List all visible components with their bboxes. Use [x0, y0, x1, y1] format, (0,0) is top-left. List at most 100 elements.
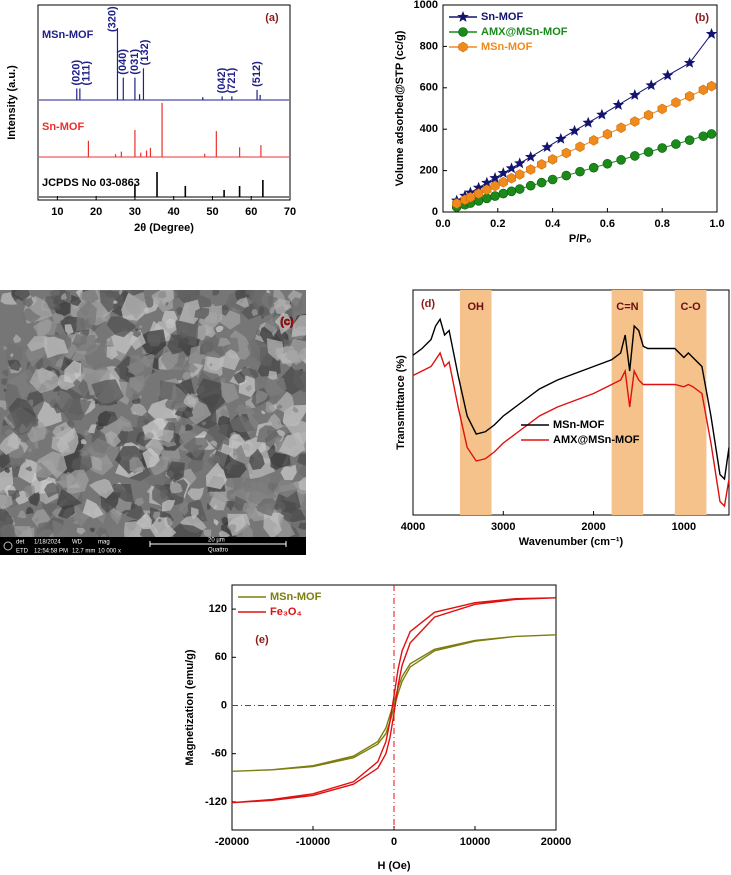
- sem-grain: [219, 304, 230, 316]
- sem-grain: [283, 304, 292, 311]
- sem-grain: [167, 334, 190, 355]
- x-tick-label: 0.2: [490, 218, 505, 230]
- sem-info-text: mag: [98, 540, 110, 546]
- legend-label: AMX@MSn-MOF: [553, 434, 640, 446]
- sem-info-text: 12.7 mm: [72, 549, 95, 555]
- sem-grain: [247, 290, 274, 318]
- sem-grain: [13, 334, 21, 343]
- sem-grain: [182, 372, 192, 380]
- sem-grain: [260, 326, 275, 343]
- sem-grain: [223, 454, 247, 479]
- y-tick-label: -60: [211, 748, 227, 760]
- sem-grain: [179, 331, 187, 339]
- sem-grain: [0, 292, 18, 305]
- sem-grain: [64, 324, 74, 335]
- star-marker: [596, 108, 608, 120]
- sem-grain: [178, 299, 202, 325]
- sem-grain: [57, 374, 75, 391]
- sem-grain: [130, 401, 148, 417]
- star-marker: [683, 56, 696, 68]
- sem-grain: [274, 501, 287, 513]
- band-label: C-O: [681, 301, 702, 313]
- sem-grain: [111, 525, 126, 537]
- sem-info-text: ETD: [16, 549, 29, 555]
- sem-grain: [31, 421, 39, 428]
- sem-grain: [291, 314, 306, 338]
- sem-grain: [135, 430, 153, 447]
- sem-grain: [115, 415, 134, 433]
- sem-grain: [60, 426, 65, 431]
- sem-grain: [256, 425, 280, 443]
- sem-grain: [56, 489, 82, 510]
- sem-grain: [82, 498, 104, 519]
- sem-grain: [292, 406, 299, 413]
- sem-grain: [76, 527, 86, 535]
- circle-marker: [482, 193, 492, 204]
- legend-label: Sn-MOF: [481, 11, 523, 23]
- hexagon-marker: [575, 141, 585, 153]
- series-line: [231, 634, 557, 773]
- x-tick-label: 1000: [672, 521, 696, 533]
- sem-grain: [14, 526, 33, 537]
- sem-grain: [263, 513, 282, 537]
- sem-image: [0, 290, 306, 537]
- legend-marker: [458, 41, 468, 53]
- x-tick-label: 20: [90, 206, 102, 218]
- sem-grain: [187, 459, 204, 473]
- peak-label: (721): [226, 67, 238, 93]
- sem-grain: [85, 438, 114, 458]
- star-marker: [612, 98, 625, 110]
- hexagon-marker: [506, 172, 517, 184]
- sem-grain: [0, 523, 18, 537]
- band-label: C=N: [616, 301, 638, 313]
- x-tick-label: 70: [284, 206, 296, 218]
- sem-grain: [10, 353, 14, 358]
- sem-grain: [11, 290, 31, 302]
- x-tick-label: 0.6: [600, 218, 615, 230]
- sem-grain: [273, 298, 291, 315]
- peak-label: (040): [117, 49, 129, 75]
- sem-grain: [221, 445, 233, 456]
- sem-grain: [104, 430, 121, 448]
- sem-grain: [255, 390, 269, 404]
- star-marker: [629, 89, 641, 100]
- peak-label: (132): [139, 39, 151, 65]
- hexagon-marker: [452, 198, 462, 209]
- sem-grain: [29, 369, 63, 394]
- y-axis-label: Volume adsorbed@STP (cc/g): [394, 30, 406, 186]
- sem-grain: [298, 464, 306, 477]
- sem-grain: [228, 434, 245, 449]
- star-marker: [555, 132, 567, 144]
- sem-grain: [56, 427, 79, 457]
- sem-grain: [37, 383, 48, 393]
- peak-label: (031): [129, 49, 141, 75]
- sem-grain: [66, 469, 89, 494]
- sem-grain: [52, 519, 70, 537]
- x-tick-label: 2000: [581, 521, 605, 533]
- hexagon-marker: [698, 84, 708, 96]
- sem-grain: [229, 415, 256, 433]
- sem-grain: [21, 308, 41, 323]
- sem-grain: [178, 379, 182, 384]
- sem-grain: [165, 398, 175, 411]
- sem-grain: [4, 467, 11, 474]
- y-axis-label: Magnetization (emu/g): [184, 649, 196, 765]
- sem-grain: [170, 392, 190, 412]
- sem-grain: [159, 489, 168, 500]
- sem-grain: [124, 521, 143, 537]
- x-tick-label: 60: [245, 206, 257, 218]
- legend-label: MSn-MOF: [481, 41, 533, 53]
- y-tick-label: 600: [420, 82, 438, 94]
- sem-grain: [278, 431, 305, 458]
- sem-grain: [0, 451, 2, 455]
- sem-grain: [209, 362, 213, 367]
- x-axis-label: P/Pₒ: [569, 233, 592, 245]
- sem-grain: [169, 482, 183, 494]
- sem-grain: [57, 504, 75, 519]
- circle-marker: [525, 180, 536, 191]
- sem-grain: [271, 391, 294, 417]
- sem-grain: [165, 302, 169, 306]
- sem-grain: [245, 384, 253, 392]
